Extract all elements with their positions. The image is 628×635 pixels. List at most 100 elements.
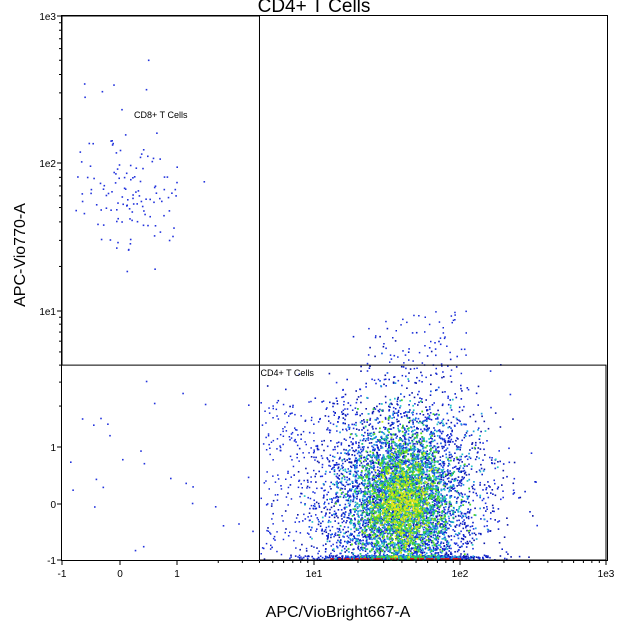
event-point xyxy=(440,555,443,557)
event-point xyxy=(448,477,450,479)
event-point xyxy=(442,479,445,481)
event-point xyxy=(428,511,431,513)
event-point xyxy=(345,452,348,455)
event-point xyxy=(118,164,121,166)
event-point xyxy=(385,347,387,350)
event-point xyxy=(478,532,480,535)
event-point xyxy=(379,408,381,411)
event-point xyxy=(309,536,312,538)
event-point xyxy=(387,419,390,421)
event-point xyxy=(327,533,330,535)
event-point xyxy=(452,484,455,486)
event-point xyxy=(417,422,420,424)
event-point xyxy=(344,468,347,471)
event-point xyxy=(334,533,336,536)
event-point xyxy=(399,405,402,407)
event-point xyxy=(334,446,336,448)
event-point xyxy=(377,489,380,491)
event-point xyxy=(411,439,413,442)
event-point xyxy=(439,343,442,346)
event-point xyxy=(356,470,359,473)
event-point xyxy=(379,414,382,417)
event-point xyxy=(458,494,461,497)
event-point xyxy=(388,440,390,443)
event-point xyxy=(314,505,316,508)
event-point xyxy=(428,347,431,349)
event-point xyxy=(422,497,425,500)
event-point xyxy=(386,372,389,374)
event-point xyxy=(455,500,458,503)
event-point xyxy=(388,445,390,447)
event-point xyxy=(454,543,457,545)
event-point xyxy=(482,556,484,559)
event-point xyxy=(333,483,336,486)
event-point xyxy=(392,465,395,468)
event-point xyxy=(375,474,378,477)
event-point xyxy=(384,416,387,419)
event-point xyxy=(277,399,280,402)
event-point xyxy=(434,502,436,505)
event-point xyxy=(438,478,441,481)
event-point xyxy=(442,430,444,433)
event-point xyxy=(394,412,396,414)
event-point xyxy=(384,484,387,487)
event-point xyxy=(416,426,418,429)
event-point xyxy=(462,520,464,523)
event-point xyxy=(421,552,424,555)
event-point xyxy=(417,449,420,451)
event-point xyxy=(372,556,375,558)
event-point xyxy=(371,425,374,428)
event-point xyxy=(464,555,466,558)
event-point xyxy=(445,524,447,527)
event-point xyxy=(421,534,423,537)
event-point xyxy=(415,331,418,334)
event-point xyxy=(453,535,456,538)
event-point xyxy=(386,465,389,467)
event-point xyxy=(387,434,389,436)
event-point xyxy=(430,512,432,514)
event-point xyxy=(426,469,428,471)
event-point xyxy=(367,519,369,521)
event-point xyxy=(373,431,375,434)
event-point xyxy=(373,553,376,555)
event-point xyxy=(412,418,415,421)
event-point xyxy=(448,454,451,456)
event-point xyxy=(518,497,520,499)
event-point xyxy=(489,370,492,372)
event-point xyxy=(391,421,393,424)
event-point xyxy=(428,466,431,469)
event-point xyxy=(453,542,456,544)
event-point xyxy=(461,476,464,478)
event-point xyxy=(289,484,292,486)
event-point xyxy=(487,481,489,483)
event-point xyxy=(463,476,465,479)
event-point xyxy=(354,457,357,459)
event-point xyxy=(325,512,327,514)
event-point xyxy=(414,518,416,520)
event-point xyxy=(481,499,484,502)
event-point xyxy=(347,556,349,559)
event-point xyxy=(401,536,403,538)
event-point xyxy=(382,345,385,348)
event-point xyxy=(401,446,403,448)
event-point xyxy=(396,530,399,533)
event-point xyxy=(483,542,486,545)
event-point xyxy=(324,515,327,517)
event-point xyxy=(435,354,437,357)
event-point xyxy=(461,461,463,463)
event-point xyxy=(393,498,395,500)
event-point xyxy=(423,526,426,529)
event-point xyxy=(340,452,342,454)
event-point xyxy=(430,436,432,438)
event-point xyxy=(443,476,445,479)
event-point xyxy=(416,420,418,423)
event-point xyxy=(454,551,456,553)
event-point xyxy=(365,540,368,542)
event-point xyxy=(413,489,415,492)
event-point xyxy=(394,477,396,480)
event-point xyxy=(419,397,421,399)
event-point xyxy=(437,452,440,454)
event-point xyxy=(367,454,370,456)
event-point xyxy=(446,412,449,415)
event-point xyxy=(399,519,402,522)
